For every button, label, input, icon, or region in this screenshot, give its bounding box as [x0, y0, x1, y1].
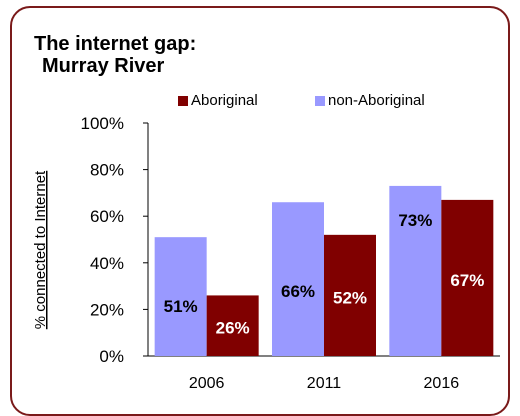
data-label: 51% [164, 297, 198, 316]
legend-item-non-aboriginal: non-Aboriginal [315, 92, 425, 109]
y-tick-label: 60% [90, 207, 124, 226]
bar-aboriginal [324, 234, 376, 356]
legend-swatch-non-aboriginal [315, 95, 325, 106]
bar-non-aboriginal [272, 202, 324, 356]
data-label: 52% [333, 288, 367, 307]
bar-chart: 0% 20% 40% 60% 80% 100% % connected to Interne… [32, 114, 500, 392]
chart-title-line1: The internet gap: [34, 33, 197, 55]
x-tick-label: 2006 [189, 375, 225, 392]
y-tick-label: 100% [81, 114, 124, 133]
legend-swatch-aboriginal [178, 95, 188, 106]
y-tick-label: 80% [90, 161, 124, 180]
bar-aboriginal [441, 199, 494, 356]
x-tick-label: 2011 [307, 375, 342, 392]
legend-label-non-aboriginal: non-Aboriginal [328, 92, 425, 109]
data-label: 67% [450, 271, 484, 290]
bar-aboriginal [206, 295, 259, 356]
x-tick-label: 2016 [424, 375, 460, 392]
y-tick-label: 0% [99, 347, 124, 366]
legend-item-aboriginal: Aboriginal [178, 92, 258, 109]
data-label: 26% [216, 319, 250, 338]
bar-non-aboriginal [389, 185, 442, 356]
chart-title-line2: Murray River [42, 55, 165, 77]
bar-non-aboriginal [154, 237, 207, 356]
y-tick-label: 20% [90, 300, 124, 319]
y-axis-title: % connected to Internet [32, 170, 49, 329]
legend-label-aboriginal: Aboriginal [191, 92, 258, 109]
data-label: 73% [398, 211, 432, 230]
y-tick-label: 40% [90, 254, 124, 273]
data-label: 66% [281, 282, 315, 301]
